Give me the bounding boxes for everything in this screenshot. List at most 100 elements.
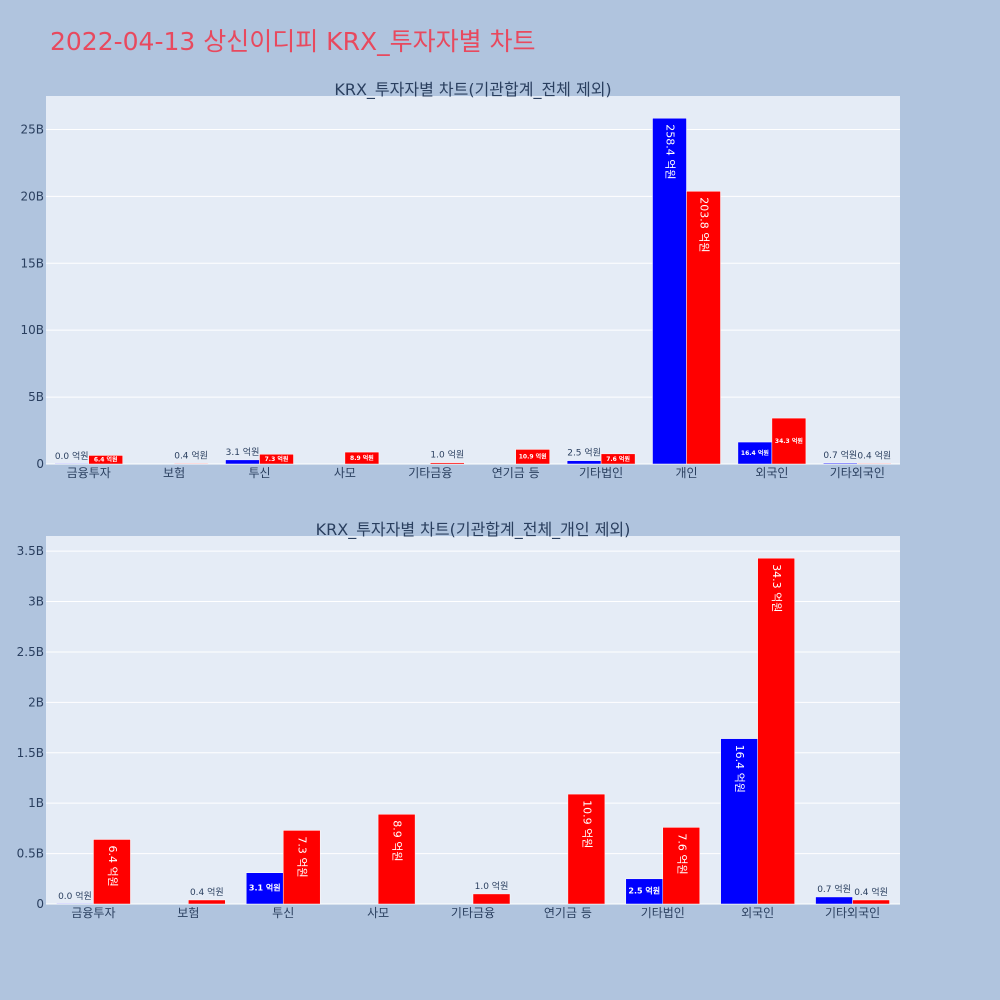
x-tick-label: 보험 xyxy=(163,466,185,480)
bar-value-label: 1.0 억원 xyxy=(475,880,509,892)
bar-value-label: 2.5 억원 xyxy=(567,447,601,459)
y-tick-label: 2.5B xyxy=(17,645,44,659)
bar-series-1 xyxy=(566,460,602,465)
bar-value-label: 8.9 억원 xyxy=(391,820,404,861)
bar-series-2 xyxy=(282,830,321,905)
bar-series-2 xyxy=(852,899,890,905)
y-tick-label: 10B xyxy=(20,323,44,337)
bar-value-label: 0.4 억원 xyxy=(854,886,888,898)
bar-series-2 xyxy=(771,417,807,465)
bar-series-2 xyxy=(188,899,226,905)
y-tick-label: 25B xyxy=(20,122,44,136)
x-tick-label: 기타법인 xyxy=(579,466,623,480)
x-tick-label: 사모 xyxy=(367,906,389,920)
bar-series-1 xyxy=(245,872,284,905)
bar-value-label: 0.0 억원 xyxy=(58,890,92,902)
bar-series-1 xyxy=(720,738,758,905)
bar-value-label: 8.9 억원 xyxy=(350,454,374,462)
bar-series-2 xyxy=(173,463,209,465)
bar-value-label: 10.9 억원 xyxy=(519,453,547,461)
bar-value-label: 0.4 억원 xyxy=(190,886,224,898)
y-tick-label: 1B xyxy=(28,796,44,810)
chart-title: KRX_투자자별 차트(기관합계_전체_개인 제외) xyxy=(316,520,631,540)
bar-value-label: 2.5 억원 xyxy=(628,885,660,895)
bar-value-label: 7.6 억원 xyxy=(675,833,688,874)
bar-series-1 xyxy=(56,903,94,905)
bar-series-1 xyxy=(54,463,89,465)
bar-series-1 xyxy=(815,896,853,905)
bar-series-2 xyxy=(259,453,294,465)
bar-series-2 xyxy=(857,463,892,465)
bar-series-2 xyxy=(344,451,380,465)
x-tick-label: 보험 xyxy=(177,906,199,920)
chart-title: KRX_투자자별 차트(기관합계_전체 제외) xyxy=(334,80,611,100)
bar-value-label: 0.7 억원 xyxy=(823,449,857,461)
y-tick-label: 0 xyxy=(36,897,44,911)
bar-value-label: 3.1 억원 xyxy=(249,882,281,892)
x-tick-label: 기타금융 xyxy=(451,906,495,920)
x-tick-label: 금융투자 xyxy=(71,906,115,920)
bar-value-label: 16.4 억원 xyxy=(741,449,769,457)
chart-2: 0 0.5B 1B 1.5B 2B 2.5B 3B 3.5B KRX_투자자별 차트(기관합계_… xyxy=(17,520,900,920)
x-tick-label: 기타금융 xyxy=(408,466,452,480)
bar-value-label: 34.3 억원 xyxy=(770,564,783,612)
y-tick-label: 5B xyxy=(28,390,44,404)
x-tick-label: 외국인 xyxy=(755,466,788,480)
bar-series-1 xyxy=(652,117,687,465)
bar-series-2 xyxy=(93,839,131,905)
plot-area xyxy=(46,96,900,464)
x-tick-label: 연기금 등 xyxy=(492,466,540,480)
bar-value-label: 10.9 억원 xyxy=(580,800,593,848)
y-tick-label: 3.5B xyxy=(17,544,44,558)
bar-series-2 xyxy=(377,814,416,905)
bar-value-label: 0.4 억원 xyxy=(174,449,208,461)
y-tick-label: 2B xyxy=(28,695,44,709)
bar-value-label: 0.7 억원 xyxy=(817,883,851,895)
bar-series-2 xyxy=(515,449,550,465)
page-title: 2022-04-13 상신이디피 KRX_투자자별 차트 xyxy=(50,27,536,56)
bar-series-2 xyxy=(662,827,701,905)
x-tick-label: 기타외국인 xyxy=(825,906,880,920)
bar-series-2 xyxy=(88,455,123,465)
x-tick-label: 사모 xyxy=(334,466,356,480)
bar-value-label: 3.1 억원 xyxy=(226,446,260,458)
y-tick-label: 0 xyxy=(36,457,44,471)
bar-series-2 xyxy=(757,557,795,905)
x-tick-label: 연기금 등 xyxy=(544,906,592,920)
x-tick-label: 투신 xyxy=(248,466,270,480)
bar-series-1 xyxy=(625,878,664,905)
y-tick-label: 15B xyxy=(20,256,44,270)
bar-value-label: 1.0 억원 xyxy=(430,449,464,461)
chart-1: 0 5B 10B 15B 20B 25B KRX_투자자별 차트(기관합계_전체 제외) 금융… xyxy=(20,80,900,480)
bar-value-label: 0.0 억원 xyxy=(55,450,89,462)
x-tick-label: 기타법인 xyxy=(641,906,685,920)
bar-value-label: 7.3 억원 xyxy=(296,836,309,877)
bar-value-label: 7.6 억원 xyxy=(606,455,630,463)
bar-value-label: 6.4 억원 xyxy=(106,845,119,886)
y-tick-label: 20B xyxy=(20,189,44,203)
y-tick-label: 0.5B xyxy=(17,847,44,861)
bar-series-2 xyxy=(430,462,465,465)
bar-series-2 xyxy=(567,793,606,905)
bar-series-1 xyxy=(823,462,858,465)
x-tick-label: 개인 xyxy=(675,466,697,480)
bar-value-label: 258.4 억원 xyxy=(664,124,677,179)
bar-series-2 xyxy=(600,453,636,465)
bar-value-label: 6.4 억원 xyxy=(94,456,118,464)
x-tick-label: 외국인 xyxy=(741,906,774,920)
bar-value-label: 0.4 억원 xyxy=(857,449,891,461)
x-tick-label: 금융투자 xyxy=(67,466,111,480)
bar-series-2 xyxy=(686,191,721,465)
y-tick-label: 1.5B xyxy=(17,746,44,760)
x-tick-label: 기타외국인 xyxy=(830,466,885,480)
bar-value-label: 16.4 억원 xyxy=(733,745,746,793)
bar-series-2 xyxy=(472,893,511,905)
bar-value-label: 203.8 억원 xyxy=(698,197,711,252)
bar-value-label: 34.3 억원 xyxy=(775,437,803,445)
x-tick-label: 투신 xyxy=(272,906,294,920)
y-tick-label: 3B xyxy=(28,595,44,609)
bar-value-label: 7.3 억원 xyxy=(265,455,289,463)
bar-series-1 xyxy=(225,459,260,465)
